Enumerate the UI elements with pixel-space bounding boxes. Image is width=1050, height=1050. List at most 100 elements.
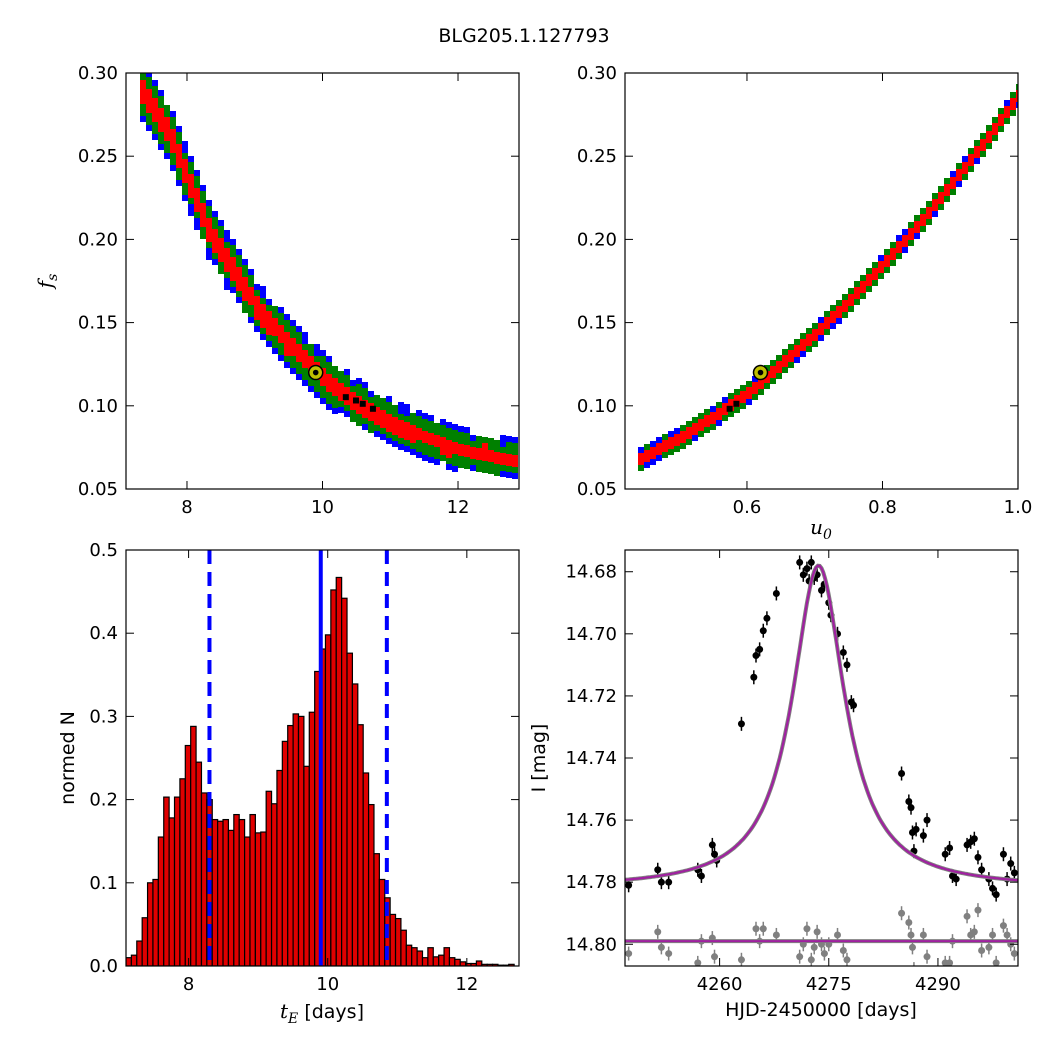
histogram-bar bbox=[454, 958, 461, 966]
density-cell bbox=[188, 180, 194, 186]
x-tick-label: 8 bbox=[183, 974, 194, 995]
density-cell bbox=[410, 419, 416, 425]
y-tick-label: 0.2 bbox=[89, 790, 118, 811]
density-cell bbox=[464, 457, 470, 463]
density-cell bbox=[968, 160, 974, 166]
data-point bbox=[750, 673, 758, 681]
density-cell bbox=[464, 445, 470, 451]
density-cell bbox=[158, 138, 164, 144]
density-cell bbox=[848, 300, 854, 306]
density-cell bbox=[848, 306, 854, 312]
density-cell bbox=[494, 452, 500, 458]
density-cell bbox=[878, 255, 884, 261]
density-cell bbox=[644, 444, 650, 450]
peak-cell bbox=[733, 400, 740, 407]
x-tick-label: 0.8 bbox=[868, 497, 897, 518]
density-cell bbox=[392, 429, 398, 435]
data-point bbox=[989, 884, 997, 892]
density-cell bbox=[932, 205, 938, 211]
data-point bbox=[796, 558, 804, 566]
histogram-bar bbox=[222, 818, 230, 966]
density-cell bbox=[416, 410, 422, 416]
density-cell bbox=[164, 111, 170, 117]
density-cell bbox=[164, 117, 170, 123]
density-cell bbox=[278, 331, 284, 337]
density-cell bbox=[194, 194, 200, 200]
peak-cell bbox=[369, 405, 376, 412]
density-cell bbox=[884, 249, 890, 255]
density-cell bbox=[212, 259, 218, 265]
histogram-bar bbox=[357, 724, 364, 966]
residual-point bbox=[803, 925, 811, 933]
density-cell bbox=[446, 446, 452, 452]
density-cell bbox=[440, 425, 446, 431]
density-cell bbox=[338, 401, 344, 407]
density-cell bbox=[254, 320, 260, 326]
density-cell bbox=[152, 98, 158, 104]
density-cell bbox=[236, 267, 242, 273]
y-tick-label: 0.05 bbox=[78, 479, 118, 500]
density-cell bbox=[278, 343, 284, 349]
density-cell bbox=[782, 361, 788, 367]
x-tick-label: 12 bbox=[447, 497, 470, 518]
density-cell bbox=[326, 404, 332, 410]
density-cell bbox=[248, 305, 254, 311]
density-cell bbox=[368, 427, 374, 433]
y-tick-label: 0.1 bbox=[89, 873, 118, 894]
density-cell bbox=[404, 416, 410, 422]
density-cell bbox=[476, 454, 482, 460]
density-cell bbox=[236, 285, 242, 291]
density-cell bbox=[494, 470, 500, 476]
residual-point bbox=[665, 950, 673, 958]
density-cell bbox=[974, 140, 980, 146]
density-cell bbox=[272, 306, 278, 312]
density-cell bbox=[278, 349, 284, 355]
density-cell bbox=[320, 362, 326, 368]
residual-point bbox=[820, 950, 828, 958]
density-cell bbox=[914, 227, 920, 233]
density-cell bbox=[308, 350, 314, 356]
density-cell bbox=[740, 391, 746, 397]
density-cell bbox=[290, 320, 296, 326]
histogram-bar bbox=[427, 947, 434, 966]
density-cell bbox=[302, 380, 308, 386]
density-cell bbox=[422, 455, 428, 461]
density-cell bbox=[326, 356, 332, 362]
density-cell bbox=[326, 392, 332, 398]
density-cell bbox=[752, 376, 758, 382]
data-point bbox=[999, 850, 1007, 858]
density-cell bbox=[344, 369, 350, 375]
density-cell bbox=[350, 386, 356, 392]
density-cell bbox=[986, 125, 992, 131]
density-cell bbox=[314, 386, 320, 392]
density-cell bbox=[908, 234, 914, 240]
density-cell bbox=[1010, 110, 1016, 116]
density-cell bbox=[416, 440, 422, 446]
density-cell bbox=[788, 362, 794, 368]
peak-cell bbox=[359, 400, 366, 407]
density-cell bbox=[290, 332, 296, 338]
density-cell bbox=[734, 389, 740, 395]
density-cell bbox=[152, 110, 158, 116]
histogram-bar bbox=[233, 813, 240, 966]
density-cell bbox=[158, 90, 164, 96]
density-cell bbox=[308, 356, 314, 362]
residual-point bbox=[912, 965, 916, 966]
density-cell bbox=[920, 208, 926, 214]
density-cell bbox=[212, 211, 218, 217]
panel-fs-vs-tE: 8 10 12 0.05 0.10 0.15 0.20 0.25 0.30 fs bbox=[33, 63, 520, 518]
density-cell bbox=[224, 266, 230, 272]
density-cell bbox=[650, 453, 656, 459]
density-cell bbox=[332, 366, 338, 372]
density-cell bbox=[440, 449, 446, 455]
density-cell bbox=[872, 268, 878, 274]
density-cell bbox=[230, 275, 236, 281]
density-cell bbox=[812, 329, 818, 335]
residual-point bbox=[694, 959, 702, 966]
data-point bbox=[807, 558, 815, 566]
density-cell bbox=[962, 168, 968, 174]
density-cell bbox=[242, 289, 248, 295]
density-cell bbox=[152, 116, 158, 122]
density-cell bbox=[164, 129, 170, 135]
peak-cell bbox=[342, 394, 349, 401]
